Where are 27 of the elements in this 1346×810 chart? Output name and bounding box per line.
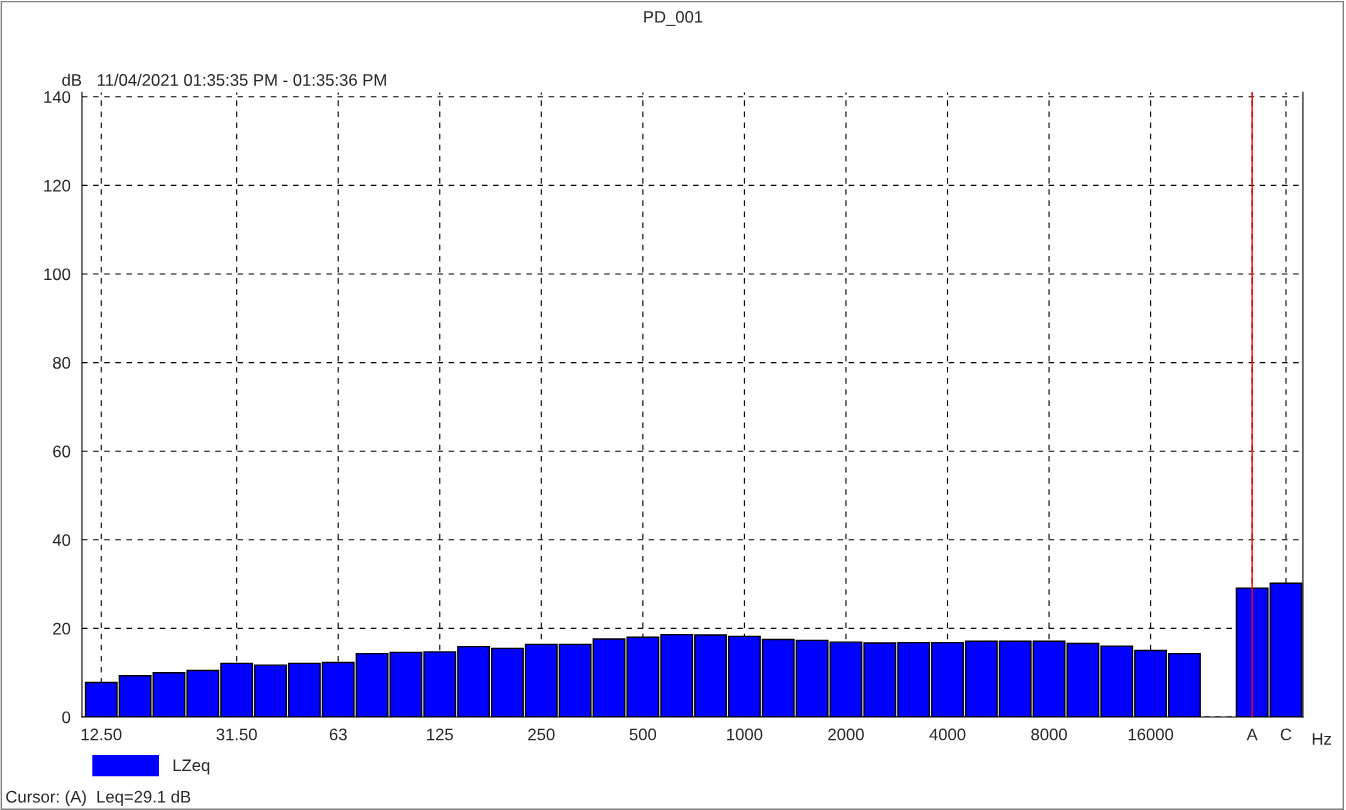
- x-tick-label: 16000: [1128, 728, 1174, 741]
- y-tick-label: 0: [62, 711, 71, 724]
- x-axis-title: Hz: [1312, 733, 1332, 745]
- x-tick-label: 2000: [828, 728, 864, 741]
- x-tick-label: C: [1280, 728, 1292, 741]
- y-tick-label: 120: [44, 179, 71, 192]
- x-tick-label: 1000: [727, 728, 763, 741]
- y-tick-label: 60: [53, 445, 71, 458]
- y-axis-title: dB: [62, 73, 82, 86]
- y-tick-label: 40: [52, 534, 71, 546]
- y-tick-label: 140: [44, 91, 71, 103]
- legend-label: LZeq: [173, 759, 210, 775]
- chart-title: PD_001: [644, 10, 703, 26]
- chart-subtitle: 11/04/2021 01:35:35 PM - 01:35:36 PM: [97, 73, 386, 86]
- y-tick-label: 80: [53, 356, 71, 369]
- y-tick-label: 20: [53, 622, 71, 635]
- text: Cursor: (A) Leq=29.1 dB: [6, 790, 191, 806]
- x-tick-label: 12.50: [81, 728, 122, 741]
- x-tick-label: 4000: [929, 728, 966, 741]
- x-tick-label: 63: [329, 728, 347, 741]
- x-tick-label: A: [1246, 728, 1258, 741]
- y-tick-label: 100: [44, 268, 71, 281]
- x-tick-label: 8000: [1031, 728, 1067, 741]
- x-tick-label: 125: [427, 728, 453, 741]
- x-tick-label: 250: [528, 728, 555, 741]
- x-tick-label: 31.50: [216, 728, 257, 741]
- x-tick-label: 500: [629, 728, 657, 741]
